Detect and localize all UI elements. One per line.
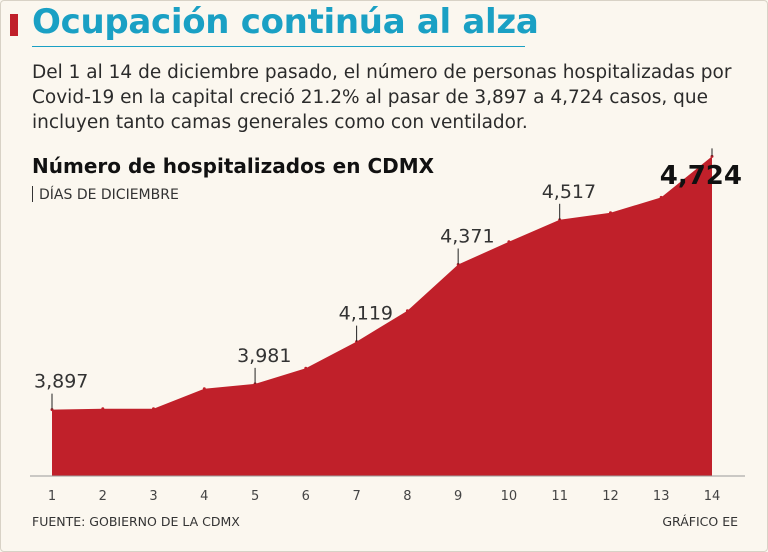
x-tick-label: 3 bbox=[149, 489, 157, 504]
data-label-value: 3,897 bbox=[34, 371, 88, 393]
x-tick-label: 6 bbox=[302, 489, 310, 504]
data-point-day-13 bbox=[659, 195, 663, 199]
credit-note: GRÁFICO EE bbox=[662, 514, 738, 529]
data-point-day-4 bbox=[202, 387, 206, 391]
data-label-value: 3,981 bbox=[237, 345, 291, 367]
series-area bbox=[52, 156, 712, 476]
subtitle: Del 1 al 14 de diciembre pasado, el núme… bbox=[32, 62, 732, 133]
x-tick-label: 7 bbox=[352, 489, 360, 504]
data-point-day-5 bbox=[253, 382, 257, 386]
data-label-value: 4,517 bbox=[542, 181, 596, 203]
data-point-day-9 bbox=[456, 263, 460, 266]
source-note: FUENTE: GOBIERNO DE LA CDMX bbox=[32, 514, 240, 529]
data-point-day-2 bbox=[101, 407, 105, 411]
x-tick-label: 1 bbox=[48, 489, 56, 504]
x-tick-label: 4 bbox=[200, 489, 208, 504]
data-point-day-12 bbox=[609, 211, 612, 215]
x-tick-label: 2 bbox=[99, 489, 107, 504]
data-point-day-3 bbox=[152, 407, 155, 411]
data-point-day-6 bbox=[304, 366, 308, 370]
x-tick-label: 14 bbox=[704, 489, 721, 504]
x-tick-label: 12 bbox=[602, 489, 619, 504]
data-point-day-8 bbox=[405, 309, 409, 313]
accent-bar bbox=[10, 14, 18, 36]
chart-title: Número de hospitalizados en CDMX bbox=[32, 154, 435, 178]
data-label-final-value: 4,724 bbox=[660, 161, 742, 191]
x-tick-label: 10 bbox=[501, 489, 518, 504]
data-label-value: 4,371 bbox=[440, 225, 494, 247]
data-point-day-11 bbox=[558, 218, 562, 222]
data-point-day-1 bbox=[50, 408, 54, 412]
x-axis-label-text: DÍAS DE DICIEMBRE bbox=[39, 187, 179, 203]
x-tick-label: 8 bbox=[403, 489, 411, 504]
data-label-value: 4,119 bbox=[339, 303, 393, 325]
x-tick-label: 11 bbox=[551, 489, 568, 504]
x-tick-label: 9 bbox=[454, 489, 462, 504]
x-axis-label: DÍAS DE DICIEMBRE bbox=[32, 186, 179, 203]
x-tick-label: 5 bbox=[251, 489, 259, 504]
x-axis-label-bar bbox=[32, 186, 33, 202]
x-tick-label: 13 bbox=[653, 489, 670, 504]
data-point-day-10 bbox=[507, 240, 511, 244]
headline: Ocupación continúa al alza bbox=[32, 2, 539, 42]
headline-rule bbox=[32, 46, 525, 47]
